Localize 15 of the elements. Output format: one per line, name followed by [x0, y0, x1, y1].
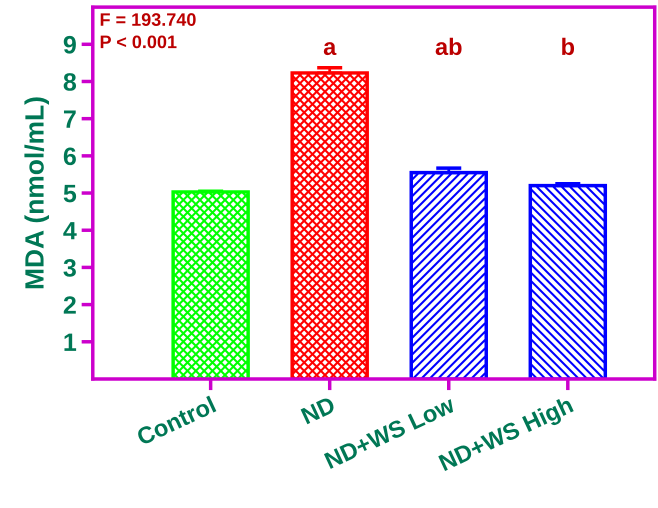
y-tick-label: 6 [64, 147, 76, 166]
y-tick-label: 5 [64, 184, 76, 202]
y-tick-label: 9 [64, 36, 76, 54]
y-tick-label: 7 [64, 110, 76, 128]
annotation: b [562, 38, 574, 56]
annotation: P < 0.001 [100, 35, 177, 48]
y-tick-label: 4 [63, 222, 77, 240]
y-tick-label: 8 [64, 73, 76, 91]
y-tick-label: 2 [64, 296, 76, 314]
y-tick-label: 3 [63, 259, 76, 277]
y-axis-title: MDA (nmol/mL) [24, 97, 50, 288]
annotation: F = 193.740 [100, 13, 196, 26]
y-tick-label: 1 [64, 334, 76, 351]
annotation: a [324, 42, 336, 56]
annotation: ab [436, 38, 462, 56]
